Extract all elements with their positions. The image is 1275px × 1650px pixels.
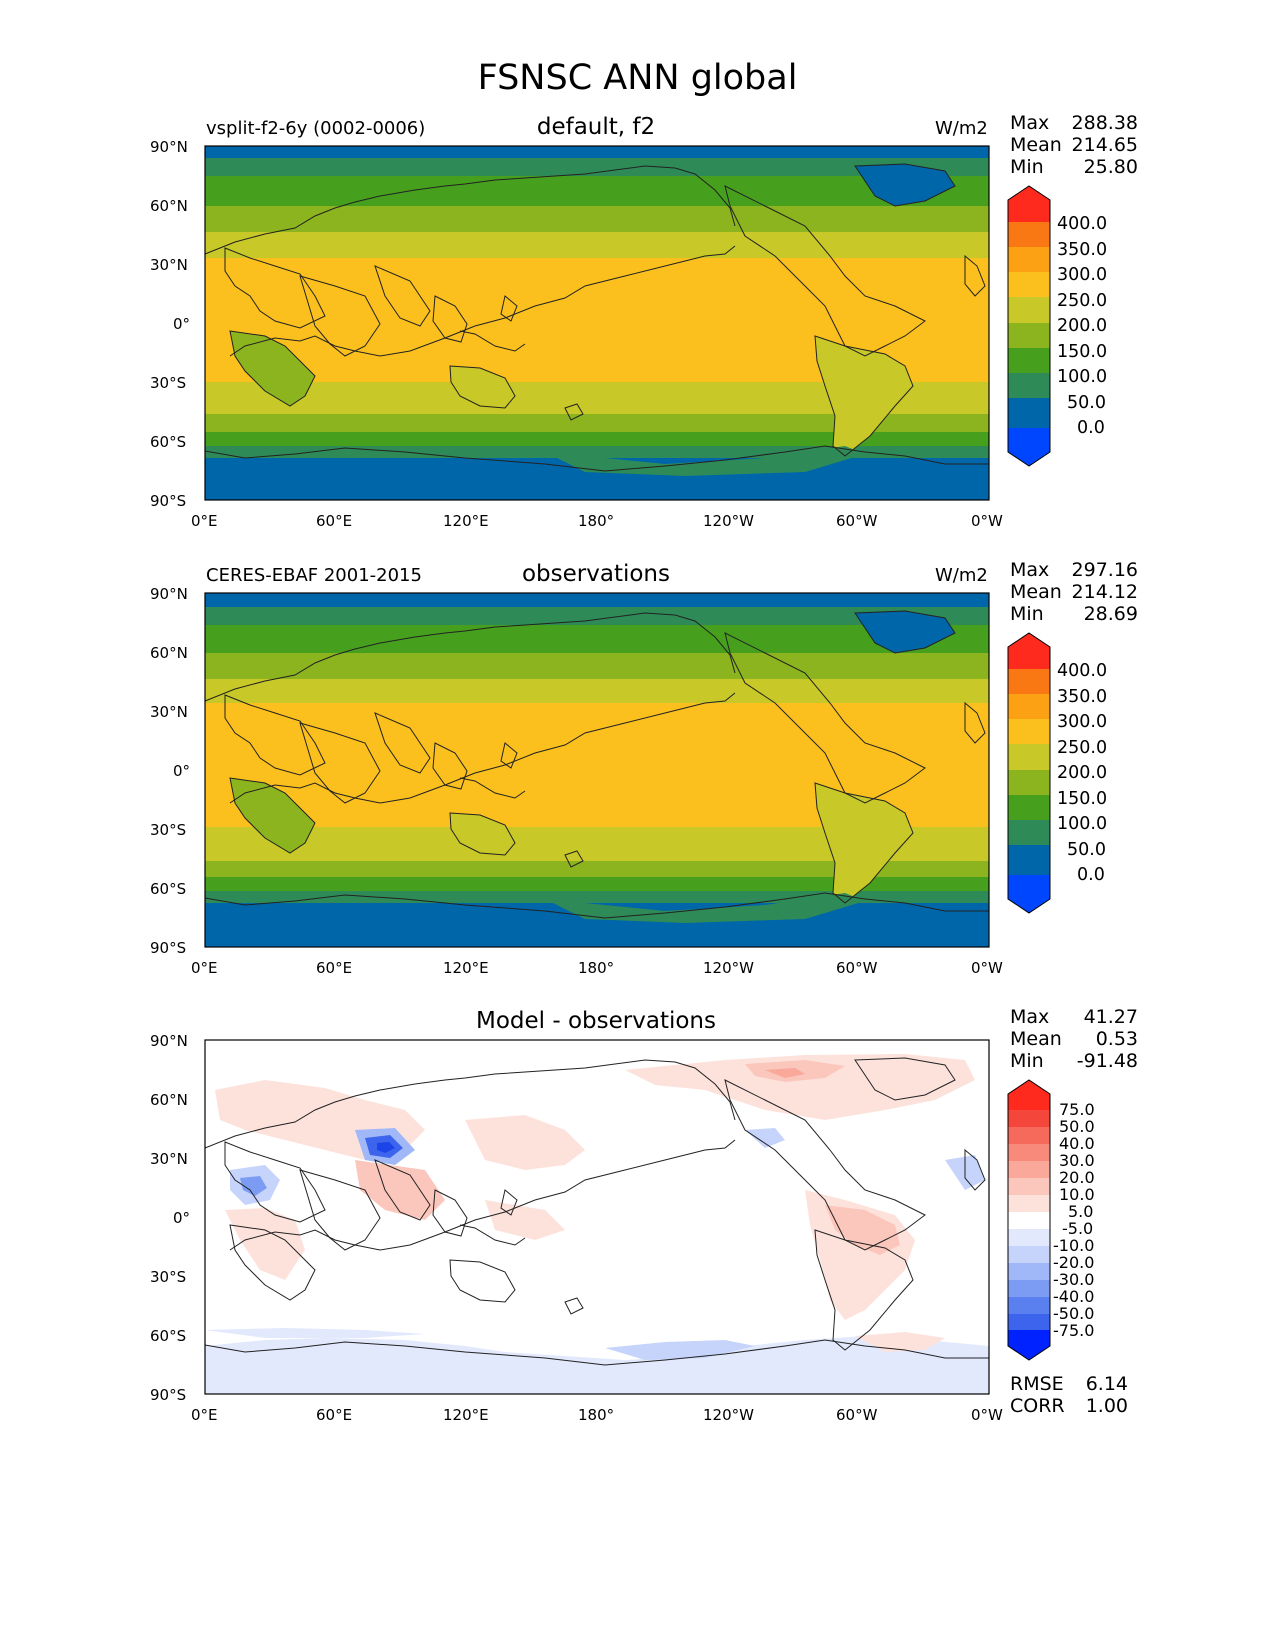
panel-obs-map (204, 592, 990, 948)
colorbar-label: 400.0 (1057, 661, 1108, 681)
colorbar-label: -50.0 (1053, 1304, 1095, 1323)
panel-obs-source-label: CERES-EBAF 2001-2015 (206, 565, 422, 586)
colorbar-label: -5.0 (1062, 1219, 1094, 1238)
lon-tick: 120°W (703, 1406, 754, 1424)
lat-tick: 30°S (150, 374, 187, 392)
lat-tick: 60°S (150, 1327, 187, 1345)
colorbar-label: 20.0 (1059, 1168, 1095, 1187)
colorbar-label: 75.0 (1059, 1100, 1095, 1119)
lon-tick: 0°W (971, 959, 1003, 977)
lon-tick: 60°E (316, 1406, 353, 1424)
colorbar-label: 0.0 (1077, 418, 1105, 438)
lon-tick: 120°E (443, 512, 489, 530)
colorbar-label: 200.0 (1057, 763, 1108, 783)
colorbar-label: 350.0 (1057, 240, 1108, 260)
lat-tick: 30°S (150, 1268, 187, 1286)
colorbar-label: 30.0 (1059, 1151, 1095, 1170)
panel-model-case-label: vsplit-f2-6y (0002-0006) (206, 118, 426, 139)
colorbar-label: 200.0 (1057, 316, 1108, 336)
colorbar-label: -10.0 (1053, 1236, 1095, 1255)
figure-title: FSNSC ANN global (477, 58, 798, 98)
lon-tick: 120°E (443, 1406, 489, 1424)
colorbar-label: -40.0 (1053, 1287, 1095, 1306)
lat-tick: 90°S (150, 1386, 187, 1404)
colorbar-label: 150.0 (1057, 342, 1108, 362)
panel-obs-stats: Max 297.16 Mean 214.12 Min 28.69 (1010, 559, 1138, 625)
lon-tick: 120°W (703, 959, 754, 977)
colorbar-label: 100.0 (1057, 367, 1108, 387)
colorbar-label: 250.0 (1057, 738, 1108, 758)
lat-tick: 30°N (150, 703, 188, 721)
colorbar-label: 5.0 (1068, 1202, 1094, 1221)
lat-tick: 30°S (150, 821, 187, 839)
lat-tick: 90°S (150, 492, 187, 510)
colorbar-label: 0.0 (1077, 865, 1105, 885)
lon-tick: 60°W (836, 512, 878, 530)
panel-model-map (204, 145, 990, 501)
colorbar-label: 250.0 (1057, 291, 1108, 311)
lat-tick: 60°N (150, 197, 188, 215)
lat-tick: 60°N (150, 1091, 188, 1109)
lon-tick: 180° (578, 512, 615, 530)
colorbar-label: -20.0 (1053, 1253, 1095, 1272)
panel-obs-units: W/m2 (935, 565, 988, 586)
colorbar-label: 350.0 (1057, 687, 1108, 707)
lon-tick: 120°E (443, 959, 489, 977)
panel-model-title: default, f2 (536, 114, 656, 140)
lon-tick: 60°E (316, 512, 353, 530)
lon-tick: 180° (578, 1406, 615, 1424)
colorbar-label: 50.0 (1059, 1117, 1095, 1136)
panel-obs-colorbar (1007, 632, 1051, 914)
lon-tick: 0°E (191, 959, 218, 977)
lon-tick: 60°W (836, 959, 878, 977)
lat-tick: 60°N (150, 644, 188, 662)
colorbar-label: 40.0 (1059, 1134, 1095, 1153)
colorbar-label: 10.0 (1059, 1185, 1095, 1204)
lon-tick: 180° (578, 959, 615, 977)
lon-tick: 0°E (191, 512, 218, 530)
panel-model-stats: Max 288.38 Mean 214.65 Min 25.80 (1010, 112, 1138, 178)
panel-diff-title: Model - observations (476, 1008, 716, 1034)
colorbar-label: 50.0 (1067, 840, 1106, 860)
lat-tick: 90°S (150, 939, 187, 957)
panel-diff-colorbar (1007, 1079, 1051, 1361)
lon-tick: 60°E (316, 959, 353, 977)
colorbar-label: 100.0 (1057, 814, 1108, 834)
lat-tick: 30°N (150, 1150, 188, 1168)
lat-tick: 0° (173, 762, 191, 780)
panel-model-colorbar (1007, 185, 1051, 467)
panel-diff-map (204, 1039, 990, 1395)
colorbar-label: 300.0 (1057, 265, 1108, 285)
colorbar-label: -75.0 (1053, 1321, 1095, 1340)
lon-tick: 0°E (191, 1406, 218, 1424)
lon-tick: 60°W (836, 1406, 878, 1424)
panel-diff-stats: Max 41.27 Mean 0.53 Min -91.48 (1010, 1006, 1138, 1072)
lat-tick: 0° (173, 1209, 191, 1227)
lon-tick: 0°W (971, 1406, 1003, 1424)
panel-diff-metrics: RMSE 6.14 CORR 1.00 (1010, 1373, 1128, 1417)
colorbar-label: -30.0 (1053, 1270, 1095, 1289)
lat-tick: 90°N (150, 585, 188, 603)
lat-tick: 90°N (150, 138, 188, 156)
lat-tick: 60°S (150, 433, 187, 451)
colorbar-label: 50.0 (1067, 393, 1106, 413)
lon-tick: 120°W (703, 512, 754, 530)
panel-obs-title: observations (521, 561, 670, 587)
lat-tick: 30°N (150, 256, 188, 274)
lat-tick: 0° (173, 315, 191, 333)
panel-model-units: W/m2 (935, 118, 988, 139)
lat-tick: 90°N (150, 1032, 188, 1050)
colorbar-label: 150.0 (1057, 789, 1108, 809)
colorbar-label: 300.0 (1057, 712, 1108, 732)
lat-tick: 60°S (150, 880, 187, 898)
lon-tick: 0°W (971, 512, 1003, 530)
colorbar-label: 400.0 (1057, 214, 1108, 234)
